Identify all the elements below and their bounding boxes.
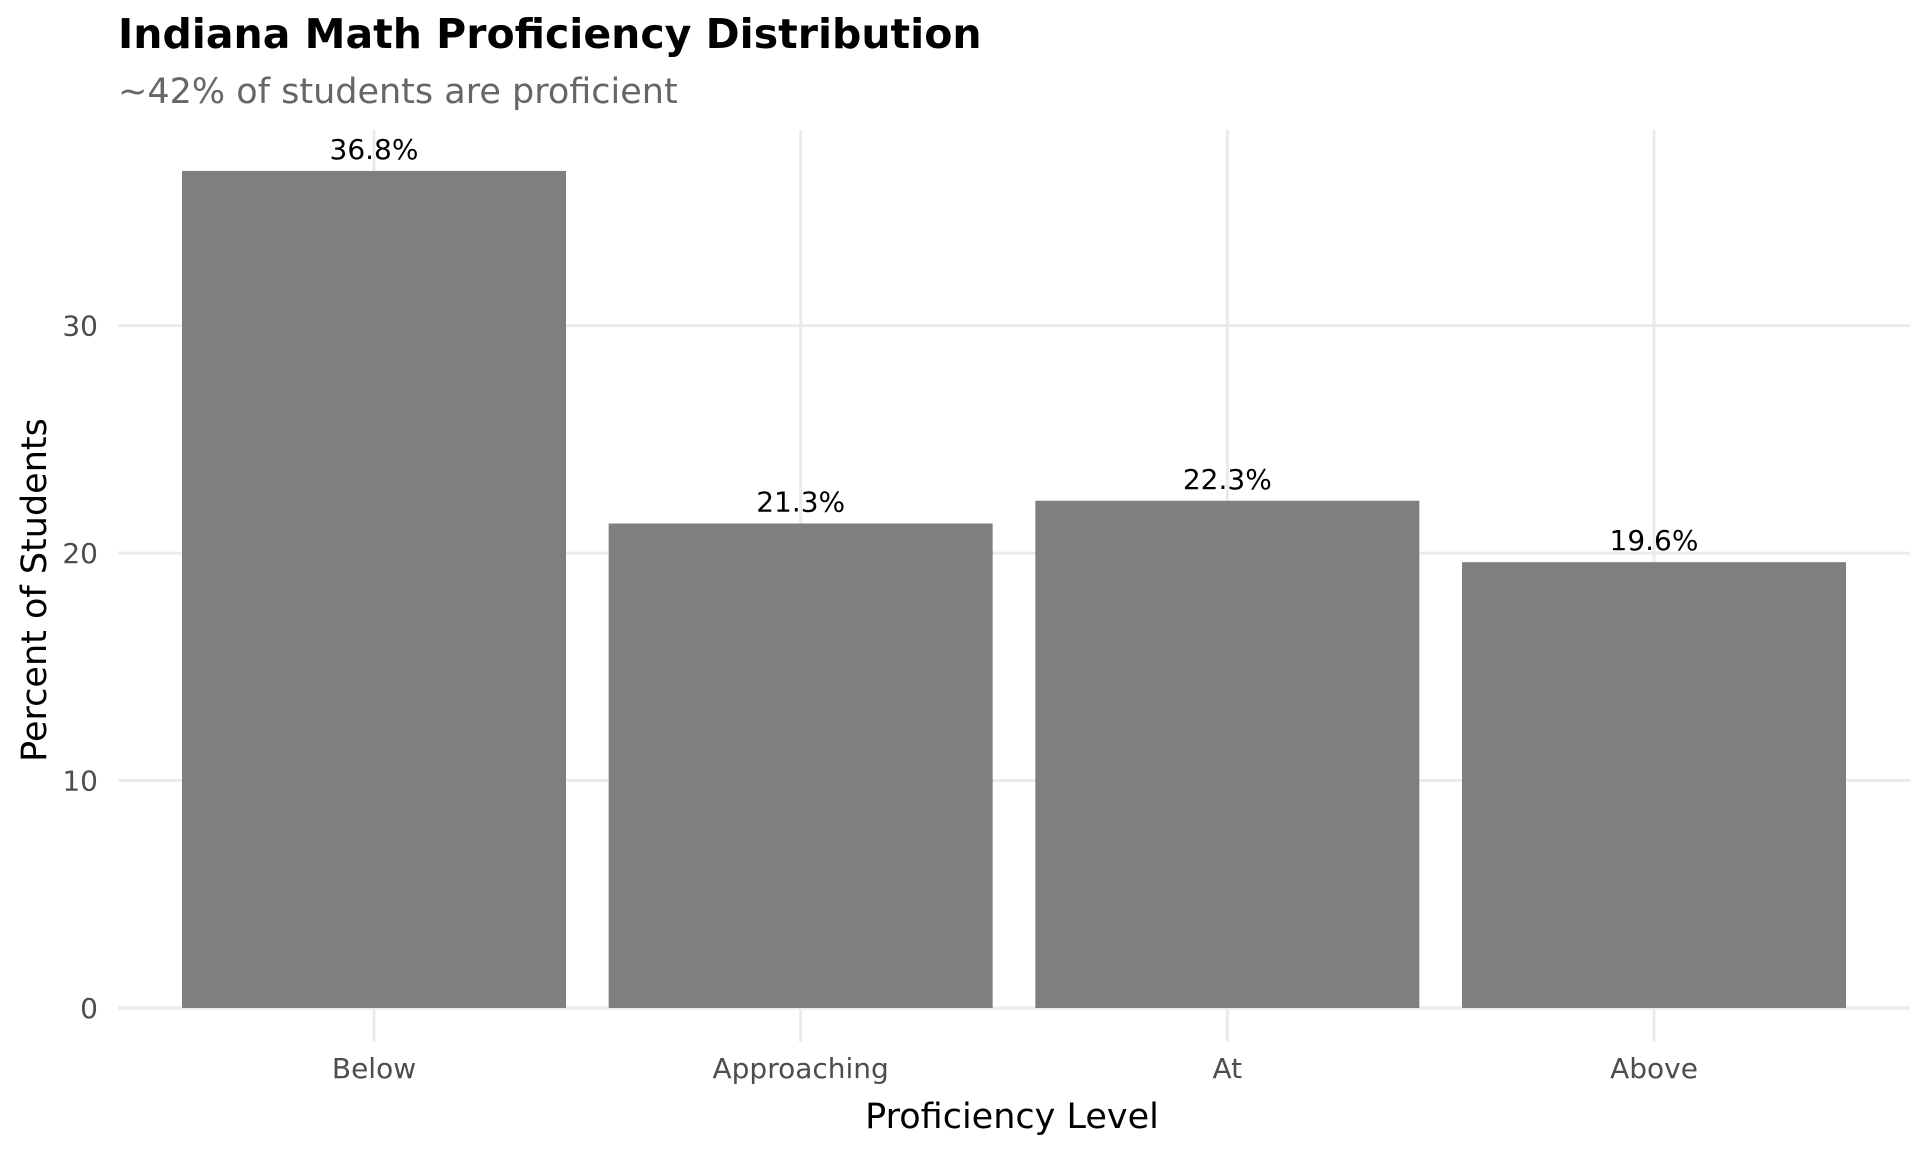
bar-approaching: [608, 523, 993, 1008]
data-label: 36.8%: [330, 133, 419, 166]
bar-below: [182, 170, 566, 1009]
x-tick-label: At: [1213, 1052, 1243, 1085]
y-tick-label: 10: [62, 765, 98, 798]
chart-title: Indiana Math Proficiency Distribution: [118, 10, 982, 58]
y-tick-label: 0: [80, 992, 98, 1025]
y-tick-label: 30: [62, 310, 98, 343]
y-axis-title: Percent of Students: [15, 418, 55, 762]
x-tick-label: Below: [332, 1052, 416, 1085]
chart-subtitle: ~42% of students are proficient: [118, 72, 678, 112]
y-tick-label: 20: [62, 537, 98, 570]
y-axis-ticks: 0 10 20 30: [62, 310, 98, 1025]
data-label: 19.6%: [1610, 524, 1699, 557]
x-tick-label: Above: [1610, 1052, 1698, 1085]
x-tick-label: Approaching: [713, 1052, 889, 1085]
data-labels: 36.8% 21.3% 22.3% 19.6%: [330, 133, 1699, 557]
data-label: 22.3%: [1183, 463, 1272, 496]
bar-above: [1462, 562, 1846, 1008]
data-label: 21.3%: [756, 486, 845, 519]
x-axis-title: Proficiency Level: [865, 1097, 1159, 1137]
x-axis-ticks: Below Approaching At Above: [332, 1052, 1698, 1085]
bars: [182, 170, 1846, 1009]
bar-at: [1035, 500, 1420, 1008]
